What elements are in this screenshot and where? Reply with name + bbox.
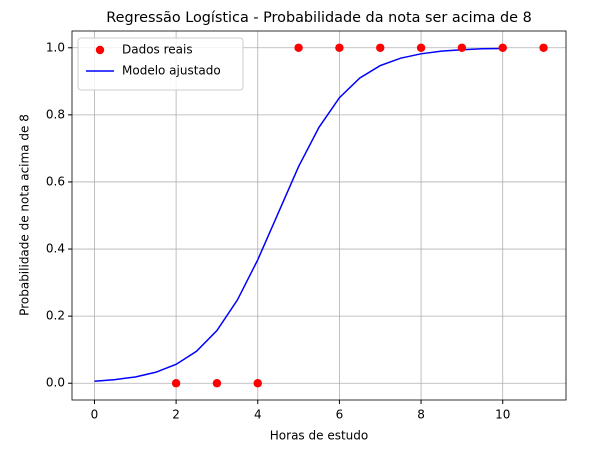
data-point (294, 43, 303, 52)
y-tick-label: 0.8 (46, 107, 65, 121)
data-point (376, 43, 385, 52)
legend: Dados reais Modelo ajustado (77, 37, 244, 91)
y-tick-label: 0.4 (46, 242, 65, 256)
x-axis-label: Horas de estudo (270, 429, 368, 443)
data-point (457, 43, 467, 52)
chart-title: Regressão Logística - Probabilidade da n… (106, 10, 532, 26)
data-point (539, 43, 548, 52)
x-tick-label: 10 (495, 408, 510, 422)
x-tick-label: 4 (254, 408, 262, 422)
y-tick-label: 1.0 (46, 40, 65, 54)
y-tick-label: 0.6 (46, 174, 65, 188)
data-point (498, 43, 507, 52)
legend-box (77, 37, 244, 91)
data-point (212, 379, 222, 388)
data-point (416, 43, 426, 52)
x-tick-label: 6 (336, 408, 344, 422)
legend-label: Modelo ajustado (122, 64, 221, 78)
y-axis-label: Probabilidade de nota acima de 8 (18, 114, 32, 316)
data-point (253, 379, 262, 388)
x-tick-label: 2 (172, 408, 180, 422)
y-tick-label: 0.2 (46, 309, 65, 323)
legend-label: Dados reais (122, 43, 193, 57)
legend-swatch (95, 45, 105, 55)
x-tick-label: 0 (91, 408, 99, 422)
plot-frame (71, 30, 567, 401)
data-point (171, 379, 181, 388)
x-tick-label: 8 (417, 408, 425, 422)
fit-line (94, 47, 503, 382)
data-point (335, 43, 344, 52)
y-tick-label: 0.0 (46, 376, 65, 390)
